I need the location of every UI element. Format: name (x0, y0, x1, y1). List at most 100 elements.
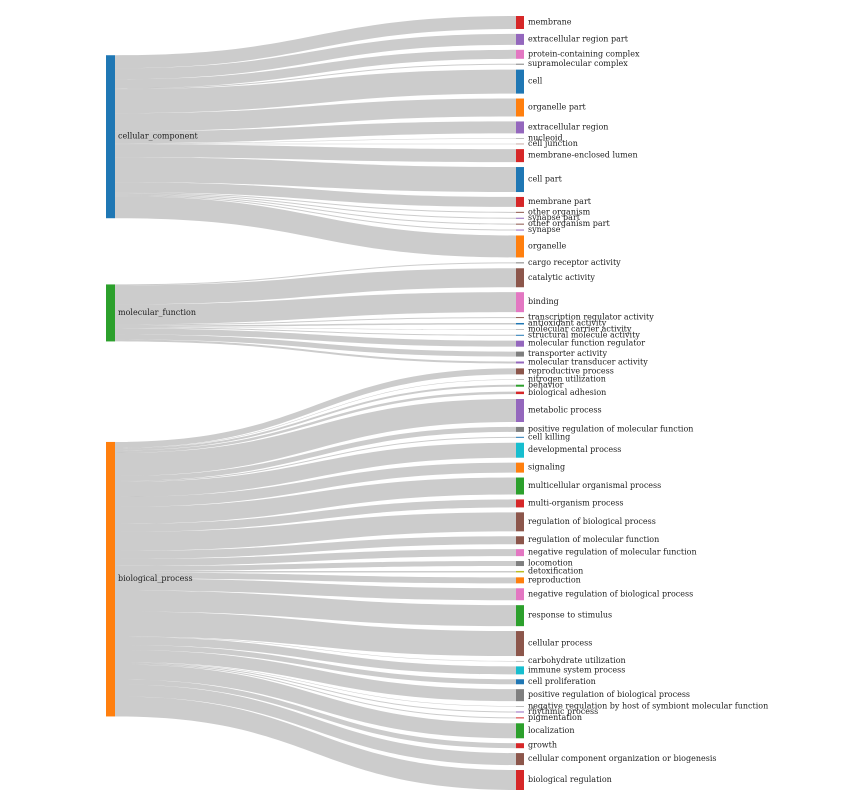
link (115, 322, 516, 327)
link (115, 368, 516, 448)
target-label: positive regulation of biological proces… (528, 690, 690, 699)
target-label: biological adhesion (528, 388, 606, 397)
link (115, 661, 516, 707)
target-label: pigmentation (528, 713, 582, 722)
link (115, 399, 516, 476)
target-node (516, 268, 524, 288)
link (115, 196, 516, 258)
target-node (516, 16, 524, 29)
target-label: nucleoid (528, 134, 563, 143)
target-label: catalytic activity (528, 273, 595, 282)
link (115, 379, 516, 449)
target-label: organelle (528, 241, 567, 250)
source-label: cellular_component (118, 132, 198, 141)
target-node (516, 379, 524, 380)
target-label: metabolic process (528, 406, 602, 415)
link (115, 317, 516, 326)
target-label: cell part (528, 175, 563, 184)
link (115, 144, 516, 163)
link (115, 49, 516, 89)
target-node (516, 399, 524, 423)
target-node (516, 436, 524, 438)
link (115, 442, 516, 497)
link (115, 339, 516, 364)
target-label: carbohydrate utilization (528, 656, 626, 665)
target-label: reproductive process (528, 366, 614, 375)
link (115, 121, 516, 144)
target-label: supramolecular complex (528, 59, 628, 68)
target-label: signaling (528, 463, 565, 472)
target-label: structural molecule activity (528, 330, 640, 339)
target-node (516, 217, 524, 219)
target-node (516, 235, 524, 258)
link (115, 572, 516, 584)
target-node (516, 229, 524, 231)
target-label: regulation of biological process (528, 517, 656, 526)
link (115, 194, 516, 225)
target-node (516, 631, 524, 657)
target-label: synapse part (528, 213, 581, 222)
link (115, 436, 516, 482)
target-node (516, 329, 524, 330)
link (115, 292, 516, 325)
link (115, 326, 516, 330)
target-label: cell killing (528, 432, 570, 441)
link (115, 262, 516, 286)
link (115, 684, 516, 766)
target-node (516, 98, 524, 117)
link (115, 561, 516, 571)
link (115, 644, 516, 685)
target-label: membrane part (528, 197, 592, 206)
link (115, 570, 516, 573)
target-label: negative regulation of molecular functio… (528, 548, 697, 557)
target-node (516, 49, 524, 59)
target-node (516, 549, 524, 557)
target-node (516, 211, 524, 213)
target-node (516, 605, 524, 627)
target-label: cellular component organization or bioge… (528, 754, 717, 763)
target-label: localization (528, 726, 574, 735)
target-node (516, 561, 524, 567)
link (115, 63, 516, 90)
target-label: protein-containing complex (528, 49, 640, 58)
target-node (516, 717, 524, 719)
link (115, 536, 516, 559)
target-node (516, 167, 524, 193)
target-node (516, 706, 524, 707)
target-node (516, 711, 524, 713)
target-node (516, 149, 524, 163)
target-label: behavior (528, 381, 564, 390)
target-node (516, 138, 524, 139)
link (115, 696, 516, 790)
target-node (516, 196, 524, 207)
target-node (516, 340, 524, 347)
link (115, 664, 516, 739)
source-label: molecular_function (118, 308, 196, 317)
target-node (516, 317, 524, 319)
target-node (516, 536, 524, 545)
link (115, 16, 516, 69)
target-node (516, 351, 524, 357)
target-label: multicellular organismal process (528, 481, 661, 490)
target-label: membrane-enclosed lumen (528, 151, 638, 160)
link (115, 578, 516, 601)
link (115, 679, 516, 749)
target-node (516, 442, 524, 458)
target-label: cell junction (528, 139, 578, 148)
target-label: cellular process (528, 639, 592, 648)
target-node (516, 384, 524, 387)
link (115, 157, 516, 193)
target-node (516, 666, 524, 675)
link (115, 334, 516, 357)
target-node (516, 462, 524, 473)
link (115, 662, 516, 713)
target-label: locomotion (528, 559, 573, 568)
link (115, 549, 516, 566)
target-node (516, 499, 524, 508)
target-label: cargo receptor activity (528, 258, 621, 267)
target-label: biological regulation (528, 775, 612, 784)
link (115, 477, 516, 524)
link (115, 143, 516, 145)
target-label: multi-organism process (528, 498, 623, 507)
